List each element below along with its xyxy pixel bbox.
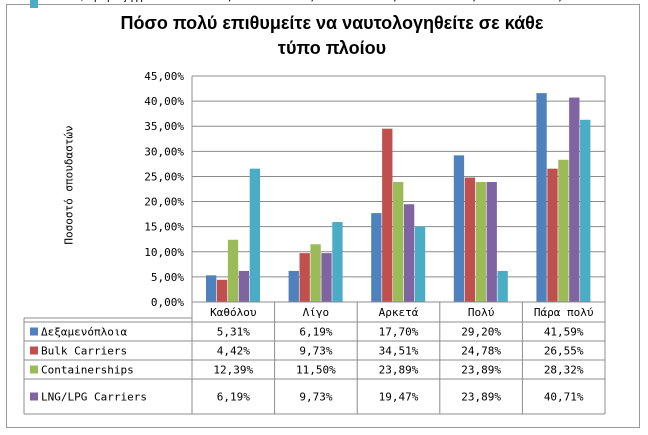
chart-title-line-2: τύπο πλοίου [277,38,387,58]
data-label: 15,04% [379,0,419,3]
y-tick-label: 10,00% [144,246,184,259]
x-tick-label: Λίγο [303,306,330,319]
data-label: 28,32% [544,364,584,377]
bar [216,279,228,302]
bar [453,155,465,302]
data-label: 11,50% [296,364,336,377]
data-label: 6,19% [465,0,498,3]
bar [403,204,415,302]
data-label: 36,28% [544,0,584,3]
bar [497,270,508,302]
bar [580,119,591,302]
x-tick-label: Πάρα πολύ [534,306,594,319]
legend-label: Containerships [41,364,134,377]
legend-label: πλοία/Κρουαζιερόπλοια [47,0,186,3]
y-tick-label: 30,00% [144,145,184,158]
bar [332,221,343,302]
data-label: 15,93% [296,0,336,3]
x-tick-label: Αρκετά [379,306,419,319]
legend-label: Bulk Carriers [41,345,127,358]
data-label: 24,78% [461,345,501,358]
bar [310,244,321,302]
data-label: 17,70% [379,326,419,339]
y-tick-label: 40,00% [144,95,184,108]
bar [227,239,239,302]
data-label: 40,71% [544,391,584,404]
data-label: 6,19% [217,391,250,404]
data-label: 12,39% [213,364,253,377]
legend-key [30,346,38,355]
bar [371,213,382,302]
legend-label: Δεξαμενόπλοια [41,326,127,339]
bar [321,253,332,302]
bar [464,177,476,302]
bar [569,97,580,302]
y-tick-label: 35,00% [144,120,184,133]
bar [299,253,310,302]
x-tick-label: Καθόλου [210,306,257,319]
data-label: 9,73% [299,345,332,358]
data-label: 34,51% [379,345,419,358]
legend-key [30,327,38,336]
chart-container: Πόσο πολύ επιθυμείτε να ναυτολογηθείτε σ… [6,4,640,428]
y-tick-label: 25,00% [144,170,184,183]
bar [393,182,404,302]
bar [249,168,260,302]
data-label: 23,89% [461,391,501,404]
legend-key [30,0,38,8]
legend-label: LNG/LPG Carriers [41,391,147,404]
data-label: 26,55% [544,345,584,358]
y-tick-label: 20,00% [144,196,184,209]
bar [414,226,426,302]
bar [382,128,393,302]
legend-key [30,392,38,401]
bar [475,182,486,302]
chart-title: Πόσο πολύ επιθυμείτε να ναυτολογηθείτε σ… [67,11,597,61]
data-label: 26,55% [213,0,253,3]
data-label: 9,73% [299,391,332,404]
bar [238,270,250,302]
data-label: 29,20% [461,326,501,339]
y-tick-label: 45,00% [144,70,184,83]
bar [486,182,497,302]
data-label: 4,42% [217,345,250,358]
bar [536,93,547,302]
data-label: 23,89% [461,364,501,377]
y-tick-label: 0,00% [151,296,184,309]
bar [206,275,217,302]
data-label: 5,31% [217,326,250,339]
chart-title-line-1: Πόσο πολύ επιθυμείτε να ναυτολογηθείτε σ… [120,13,544,33]
legend-label: Επιβατηγά [87,0,147,3]
bar [288,270,299,302]
data-label: 19,47% [379,391,419,404]
legend-key [30,365,38,374]
data-label: 23,89% [379,364,419,377]
data-label: 6,19% [299,326,332,339]
y-tick-label: 5,00% [151,271,184,284]
bar [547,168,558,302]
data-label: 41,59% [544,326,584,339]
y-tick-label: 15,00% [144,221,184,234]
bar [558,159,569,302]
x-tick-label: Πολύ [468,306,495,319]
